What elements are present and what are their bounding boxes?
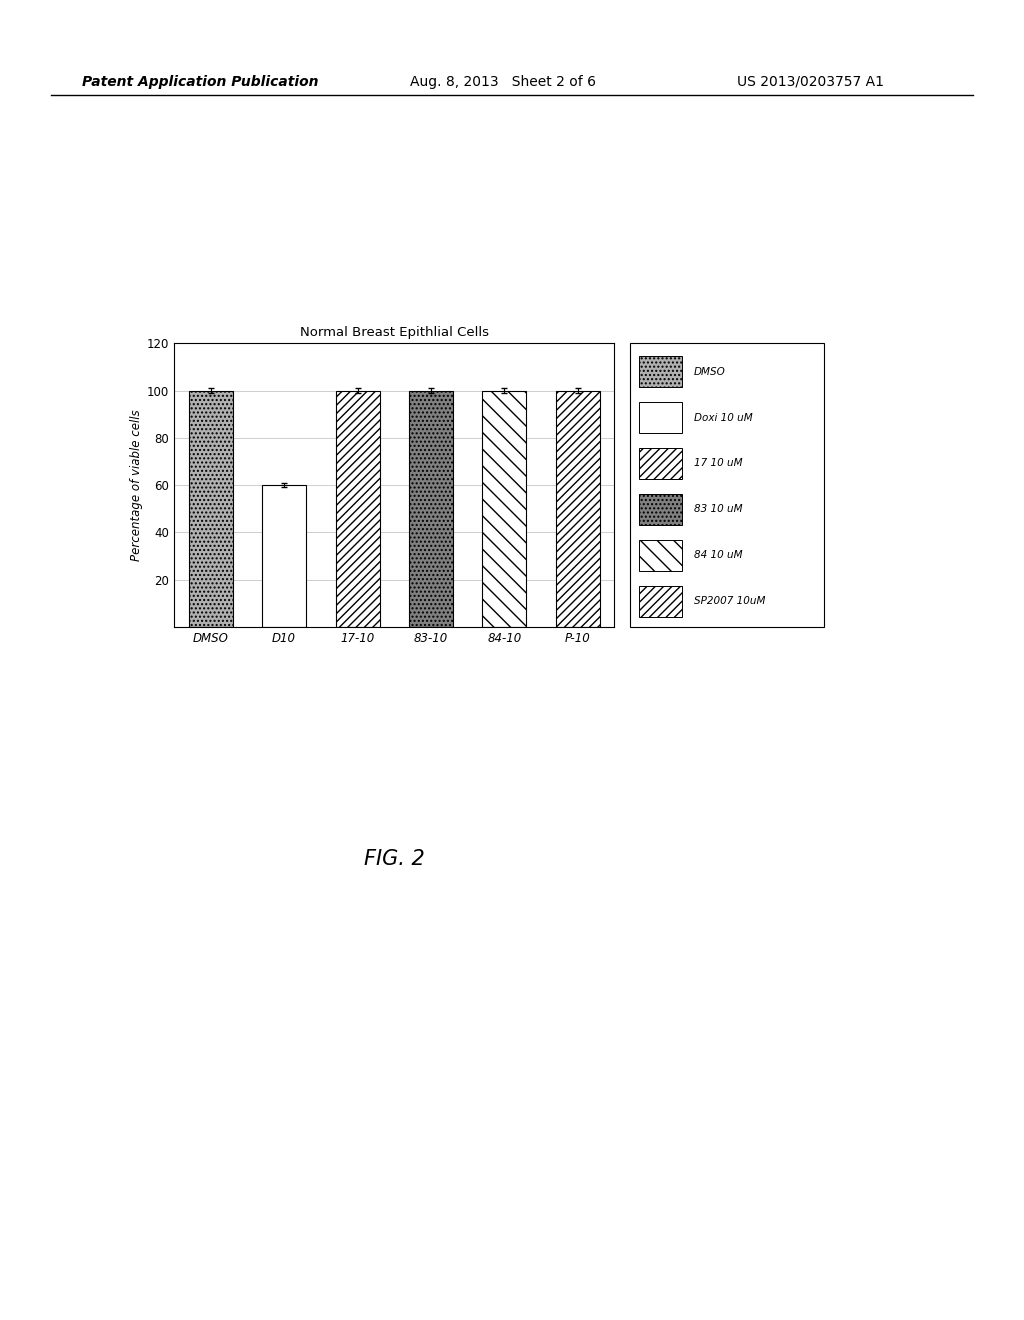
Bar xyxy=(639,401,682,433)
Bar xyxy=(639,447,682,479)
Bar xyxy=(482,391,526,627)
Bar xyxy=(556,391,600,627)
Bar xyxy=(639,586,682,616)
Bar xyxy=(639,494,682,525)
Bar xyxy=(639,540,682,572)
Text: 83 10 uM: 83 10 uM xyxy=(694,504,742,515)
Text: SP2007 10uM: SP2007 10uM xyxy=(694,597,766,606)
Text: Doxi 10 uM: Doxi 10 uM xyxy=(694,413,753,422)
Y-axis label: Percentage of viable cells: Percentage of viable cells xyxy=(130,409,142,561)
Bar xyxy=(262,486,306,627)
Text: US 2013/0203757 A1: US 2013/0203757 A1 xyxy=(737,75,885,88)
Text: FIG. 2: FIG. 2 xyxy=(364,849,425,869)
Bar xyxy=(188,391,232,627)
Text: Patent Application Publication: Patent Application Publication xyxy=(82,75,318,88)
Text: 84 10 uM: 84 10 uM xyxy=(694,550,742,561)
Text: Aug. 8, 2013   Sheet 2 of 6: Aug. 8, 2013 Sheet 2 of 6 xyxy=(410,75,596,88)
Bar xyxy=(336,391,380,627)
Bar xyxy=(409,391,453,627)
Text: DMSO: DMSO xyxy=(694,367,726,376)
Text: 17 10 uM: 17 10 uM xyxy=(694,458,742,469)
Title: Normal Breast Epithlial Cells: Normal Breast Epithlial Cells xyxy=(300,326,488,339)
Bar xyxy=(639,356,682,387)
